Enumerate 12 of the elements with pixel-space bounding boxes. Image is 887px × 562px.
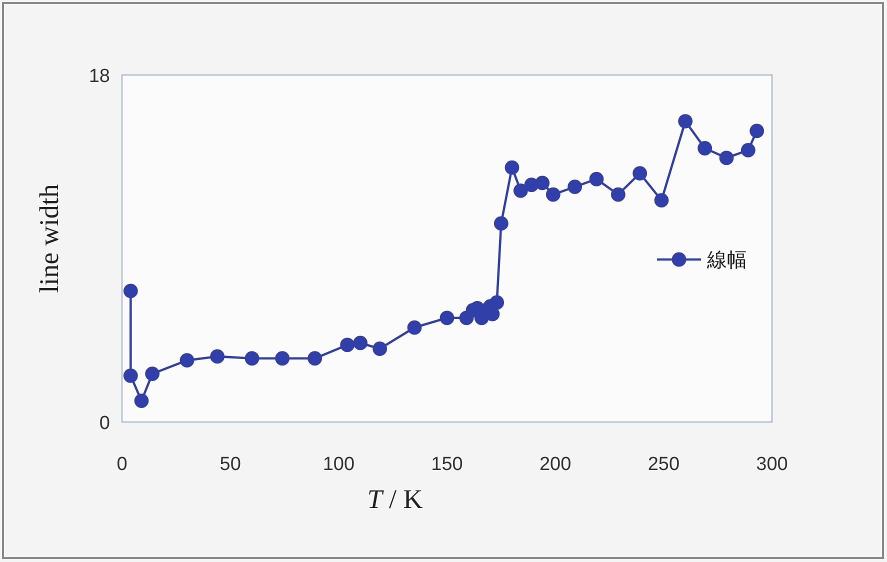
x-tick-label: 300 — [756, 454, 788, 475]
y-tick-label: 18 — [88, 66, 110, 87]
y-tick-label: 0 — [99, 413, 110, 434]
x-tick-label: 50 — [220, 454, 241, 475]
x-tick-label: 250 — [648, 454, 680, 475]
x-tick-label: 150 — [431, 454, 463, 475]
x-tick-label: 200 — [539, 454, 572, 475]
ylabel: line width — [34, 184, 64, 293]
x-tick-label: 0 — [116, 454, 128, 475]
xlabel: T / K — [367, 484, 423, 514]
x-tick-label: 100 — [322, 454, 355, 475]
legend-label: 線幅 — [707, 250, 747, 272]
